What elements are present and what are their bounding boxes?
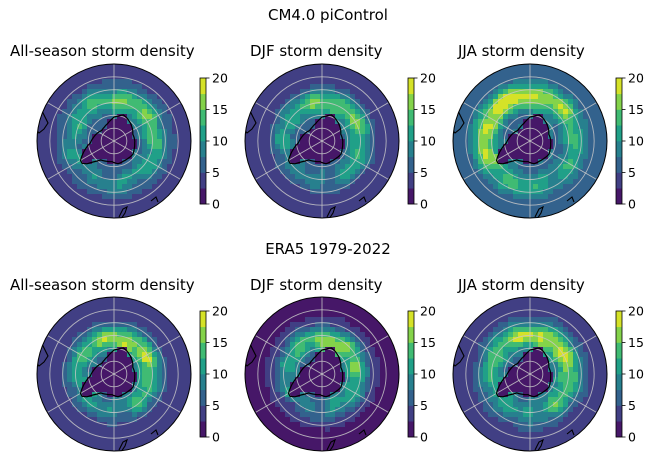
antarctica-coastline bbox=[495, 347, 552, 398]
colorbar-tick-label: 10 bbox=[628, 134, 644, 149]
panel-title-era5-all: All-season storm density bbox=[10, 276, 195, 294]
polar-map-era5-jja: 0 5 10 15 20 bbox=[452, 296, 644, 452]
map-boundary bbox=[36, 296, 192, 452]
colorbar-tick-label: 20 bbox=[628, 71, 644, 86]
polar-map-era5-all: 0 5 10 15 20 bbox=[36, 296, 228, 452]
island-coastlines bbox=[534, 429, 575, 451]
colorbar-tick-label: 20 bbox=[212, 71, 228, 86]
island-coastlines bbox=[326, 196, 367, 218]
colorbar-tick-label: 20 bbox=[628, 304, 644, 319]
colorbar-tick-label: 10 bbox=[212, 367, 228, 382]
colorbar-tick-label: 5 bbox=[212, 165, 220, 180]
panel-title-model-jja: JJA storm density bbox=[458, 42, 585, 60]
island-coastlines bbox=[326, 429, 367, 451]
colorbar-tick-label: 0 bbox=[420, 430, 428, 445]
colorbar: 0 5 10 15 20 bbox=[199, 71, 228, 212]
density-field bbox=[37, 297, 191, 451]
colorbar-tick-label: 20 bbox=[420, 71, 436, 86]
colorbar-tick-label: 0 bbox=[628, 430, 636, 445]
colorbar-tick-label: 0 bbox=[212, 430, 220, 445]
graticule bbox=[255, 297, 389, 451]
panel-title-era5-djf: DJF storm density bbox=[250, 276, 383, 294]
island-coastlines bbox=[118, 429, 159, 451]
colorbar: 0 5 10 15 20 bbox=[407, 304, 436, 445]
island-coastlines bbox=[534, 196, 575, 218]
graticule bbox=[47, 297, 181, 451]
density-field bbox=[245, 64, 399, 218]
polar-map-model-all: 0 5 10 15 20 bbox=[36, 63, 228, 219]
graticule bbox=[463, 297, 597, 451]
row-title-reanalysis: ERA5 1979-2022 bbox=[265, 240, 391, 258]
colorbar: 0 5 10 15 20 bbox=[199, 304, 228, 445]
colorbar: 0 5 10 15 20 bbox=[615, 71, 644, 212]
colorbar-tick-label: 15 bbox=[420, 102, 436, 117]
polar-map-model-djf: 0 5 10 15 20 bbox=[244, 63, 436, 219]
colorbar-tick-label: 10 bbox=[420, 367, 436, 382]
colorbar-tick-label: 5 bbox=[628, 165, 636, 180]
colorbar-tick-label: 5 bbox=[420, 165, 428, 180]
map-boundary bbox=[244, 63, 400, 219]
colorbar-tick-label: 15 bbox=[212, 102, 228, 117]
colorbar-tick-label: 5 bbox=[420, 398, 428, 413]
colorbar-tick-label: 10 bbox=[420, 134, 436, 149]
colorbar-tick-label: 0 bbox=[628, 197, 636, 212]
colorbar: 0 5 10 15 20 bbox=[407, 71, 436, 212]
colorbar-tick-label: 15 bbox=[420, 335, 436, 350]
panel-title-model-all: All-season storm density bbox=[10, 42, 195, 60]
antarctica-coastline bbox=[79, 347, 136, 398]
graticule bbox=[463, 64, 597, 218]
map-boundary bbox=[452, 296, 608, 452]
antarctica-coastline bbox=[495, 114, 552, 165]
colorbar: 0 5 10 15 20 bbox=[615, 304, 644, 445]
colorbar-tick-label: 20 bbox=[420, 304, 436, 319]
antarctica-coastline bbox=[287, 347, 344, 398]
island-coastlines bbox=[118, 196, 159, 218]
colorbar-tick-label: 0 bbox=[420, 197, 428, 212]
polar-map-era5-djf: 0 5 10 15 20 bbox=[244, 296, 436, 452]
map-boundary bbox=[452, 63, 608, 219]
row-title-model: CM4.0 piControl bbox=[268, 6, 388, 24]
graticule bbox=[255, 64, 389, 218]
colorbar-tick-label: 5 bbox=[212, 398, 220, 413]
colorbar-tick-label: 15 bbox=[212, 335, 228, 350]
map-boundary bbox=[244, 296, 400, 452]
panel-title-model-djf: DJF storm density bbox=[250, 42, 383, 60]
antarctica-coastline bbox=[287, 114, 344, 165]
map-boundary bbox=[36, 63, 192, 219]
colorbar-tick-label: 15 bbox=[628, 335, 644, 350]
graticule bbox=[47, 64, 181, 218]
colorbar-tick-label: 20 bbox=[212, 304, 228, 319]
colorbar-tick-label: 0 bbox=[212, 197, 220, 212]
panel-title-era5-jja: JJA storm density bbox=[458, 276, 585, 294]
colorbar-tick-label: 10 bbox=[212, 134, 228, 149]
antarctica-coastline bbox=[79, 114, 136, 165]
colorbar-tick-label: 15 bbox=[628, 102, 644, 117]
polar-map-model-jja: 0 5 10 15 20 bbox=[452, 63, 644, 219]
colorbar-tick-label: 5 bbox=[628, 398, 636, 413]
colorbar-tick-label: 10 bbox=[628, 367, 644, 382]
